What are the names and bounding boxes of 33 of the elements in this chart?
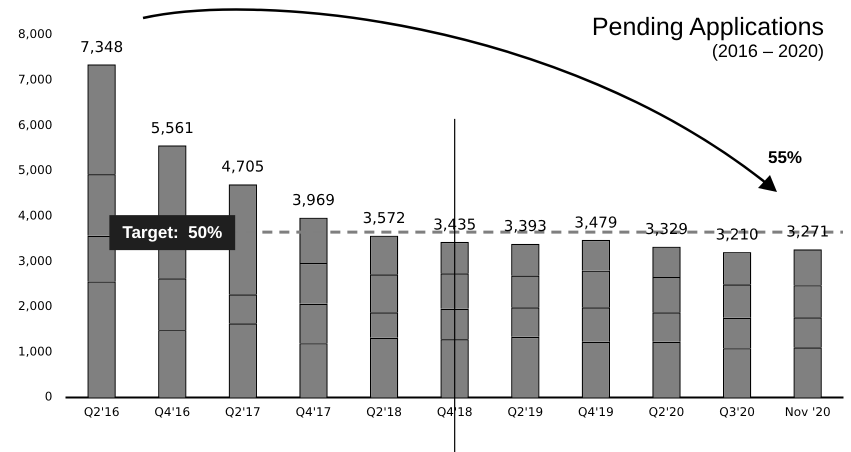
y-tick-label: 8,000	[18, 27, 52, 42]
annotation: Target: 50%	[122, 222, 222, 242]
x-tick-label: Q2'16	[84, 404, 120, 419]
chart-subtitle: (2016 – 2020)	[710, 40, 824, 62]
x-tick-label: Q2'18	[366, 404, 402, 419]
x-tick-label: Q4'19	[578, 404, 614, 419]
x-tick-label: Q2'17	[225, 404, 261, 419]
y-tick-label: 7,000	[18, 72, 52, 86]
y-tick-label: 3,000	[18, 254, 52, 268]
x-tick-label: Nov '20	[784, 404, 831, 419]
y-tick-label: 1,000	[18, 344, 52, 358]
total-label: 3,969	[292, 191, 335, 210]
x-tick-label: Q2'20	[648, 404, 684, 419]
total-label: 3,479	[574, 213, 618, 232]
y-tick-label: 2,000	[18, 299, 52, 314]
chart-title: Pending Applications	[592, 13, 824, 42]
total-label: 5,561	[150, 118, 194, 137]
x-tick-label: Q4'16	[154, 404, 190, 419]
total-label: 3,210	[716, 225, 759, 244]
x-tick-label: Q4'17	[296, 404, 332, 419]
total-label: 3,572	[362, 209, 406, 228]
total-label: 4,705	[221, 158, 264, 176]
total-label: 3,329	[645, 220, 688, 238]
annotation: 55%	[768, 148, 802, 168]
x-tick-label: Q2'19	[507, 404, 544, 419]
y-tick-label: 6,000	[18, 118, 52, 132]
x-tick-label: Q3'20	[719, 404, 755, 419]
y-tick-label: 4,000	[18, 208, 52, 222]
total-label: 3,271	[786, 222, 830, 241]
total-label: 3,393	[504, 217, 547, 236]
y-tick-label: 0	[44, 390, 52, 404]
total-label: 7,348	[80, 38, 124, 56]
y-tick-label: 5,000	[18, 163, 52, 178]
